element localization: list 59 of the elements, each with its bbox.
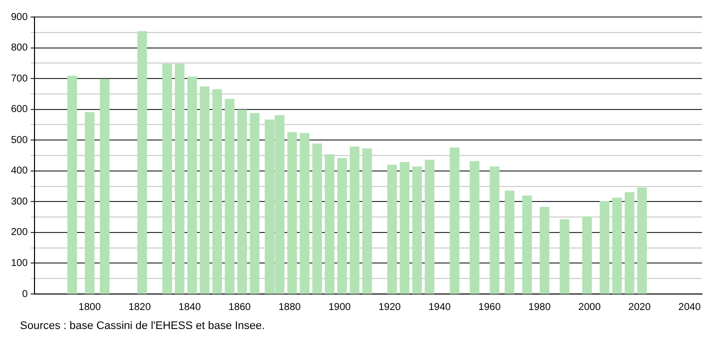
x-tick-label: 1840 xyxy=(178,302,202,313)
bar xyxy=(337,158,347,294)
y-tick-label: 200 xyxy=(10,227,28,238)
x-tick-label: 1980 xyxy=(528,302,552,313)
bar xyxy=(67,76,78,294)
source-note: Sources : base Cassini de l'EHESS et base Insee. xyxy=(20,320,266,332)
y-tick-label: 500 xyxy=(10,134,28,146)
y-tick-label: 700 xyxy=(10,73,28,84)
bar xyxy=(362,148,372,294)
x-tick-label: 2040 xyxy=(678,302,702,313)
x-tick-label: 1900 xyxy=(328,302,352,313)
bar xyxy=(100,78,110,294)
bar xyxy=(200,86,210,294)
y-tick-label: 600 xyxy=(10,104,28,116)
bar xyxy=(224,98,234,294)
y-tick-label: 300 xyxy=(10,196,28,208)
x-tick-label: 1860 xyxy=(228,302,252,313)
y-tick-label: 800 xyxy=(10,42,28,54)
bar xyxy=(324,154,334,294)
bar xyxy=(250,113,260,294)
x-tick-label: 1880 xyxy=(278,302,302,313)
bar xyxy=(300,133,310,294)
bar xyxy=(237,110,247,294)
bar xyxy=(424,160,434,294)
bar xyxy=(137,31,147,294)
y-tick-label: 100 xyxy=(10,258,28,269)
bar xyxy=(287,132,297,294)
bar xyxy=(450,147,460,294)
bar xyxy=(412,166,422,294)
bar xyxy=(504,190,514,294)
x-tick-label: 2000 xyxy=(578,302,602,313)
x-tick-label: 2020 xyxy=(628,302,652,313)
x-tick-label: 1960 xyxy=(478,302,502,313)
bar xyxy=(490,166,500,294)
bar xyxy=(582,216,592,294)
bar xyxy=(187,76,197,294)
y-tick-label: 400 xyxy=(10,166,28,177)
bar xyxy=(174,64,184,294)
y-tick-label: 900 xyxy=(10,12,28,23)
bar xyxy=(560,219,570,294)
bar xyxy=(612,198,622,294)
x-tick-label: 1940 xyxy=(428,302,452,313)
bar xyxy=(540,206,550,294)
bar xyxy=(637,187,647,294)
x-tick-label: 1920 xyxy=(378,302,402,313)
bar xyxy=(624,192,634,294)
bar xyxy=(350,146,360,294)
x-tick-label: 1820 xyxy=(128,302,152,313)
bar xyxy=(312,143,322,294)
bar xyxy=(162,64,172,294)
bar xyxy=(387,164,397,294)
bar xyxy=(522,195,532,294)
bar xyxy=(600,201,610,294)
bar xyxy=(212,89,222,294)
bar xyxy=(470,161,480,294)
y-tick-label: 0 xyxy=(22,288,28,300)
x-tick-label: 1800 xyxy=(78,302,102,313)
bar xyxy=(84,112,94,294)
bar xyxy=(400,162,410,294)
